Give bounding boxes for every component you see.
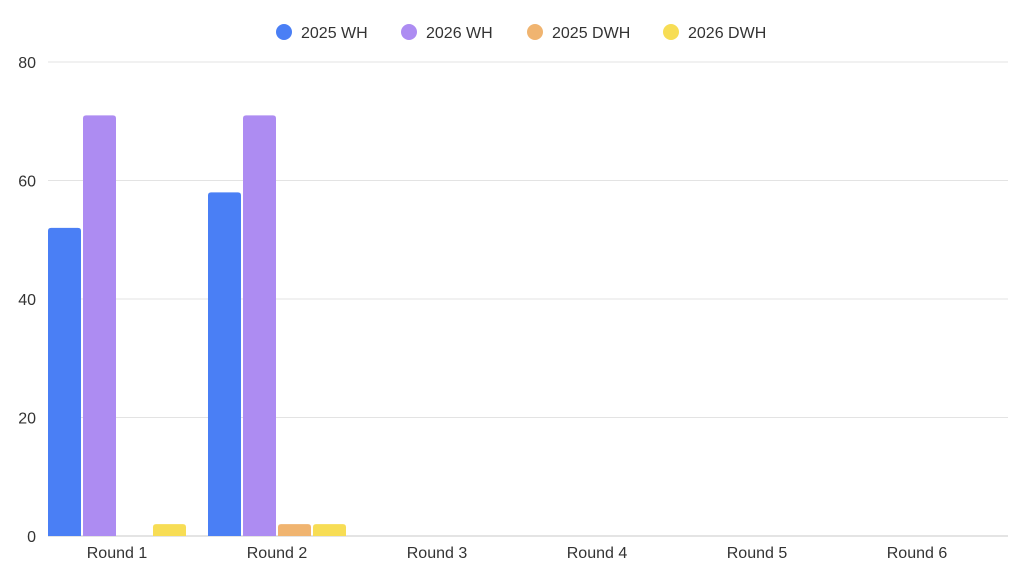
legend-label: 2026 WH <box>426 25 493 42</box>
legend-label: 2026 DWH <box>688 25 766 42</box>
legend-item-2026-dwh[interactable]: 2026 DWH <box>663 24 766 42</box>
x-tick-label: Round 6 <box>887 545 948 562</box>
legend-item-2025-wh[interactable]: 2025 WH <box>276 24 368 42</box>
y-tick-label: 20 <box>18 411 36 428</box>
gridlines <box>48 61 1008 537</box>
x-tick-label: Round 5 <box>727 545 788 562</box>
x-tick-label: Round 4 <box>567 545 628 562</box>
y-tick-label: 80 <box>18 55 36 72</box>
x-axis-ticks: Round 1 Round 2 Round 3 Round 4 Round 5 Round… <box>87 545 948 562</box>
bars <box>48 115 346 536</box>
bar-2026-dwh-round-2[interactable] <box>313 524 346 536</box>
bar-2025-dwh-round-2[interactable] <box>278 524 311 536</box>
y-axis-ticks: 0 20 40 60 80 <box>18 55 36 546</box>
x-tick-label: Round 2 <box>247 545 308 562</box>
y-tick-label: 60 <box>18 174 36 191</box>
legend-swatch <box>401 24 417 40</box>
bar-2026-wh-round-2[interactable] <box>243 115 276 536</box>
legend-swatch <box>663 24 679 40</box>
legend-swatch <box>527 24 543 40</box>
legend-swatch <box>276 24 292 40</box>
bar-2026-wh-round-1[interactable] <box>83 115 116 536</box>
bar-2025-wh-round-2[interactable] <box>208 192 241 536</box>
bar-2026-dwh-round-1[interactable] <box>153 524 186 536</box>
y-tick-label: 40 <box>18 292 36 309</box>
legend[interactable]: 2025 WH 2026 WH 2025 DWH 2026 DWH <box>276 24 766 42</box>
legend-label: 2025 WH <box>301 25 368 42</box>
bar-2025-wh-round-1[interactable] <box>48 227 81 536</box>
legend-item-2026-wh[interactable]: 2026 WH <box>401 24 493 42</box>
legend-label: 2025 DWH <box>552 25 630 42</box>
legend-item-2025-dwh[interactable]: 2025 DWH <box>527 24 630 42</box>
x-tick-label: Round 3 <box>407 545 468 562</box>
x-tick-label: Round 1 <box>87 545 148 562</box>
y-tick-label: 0 <box>27 529 36 546</box>
